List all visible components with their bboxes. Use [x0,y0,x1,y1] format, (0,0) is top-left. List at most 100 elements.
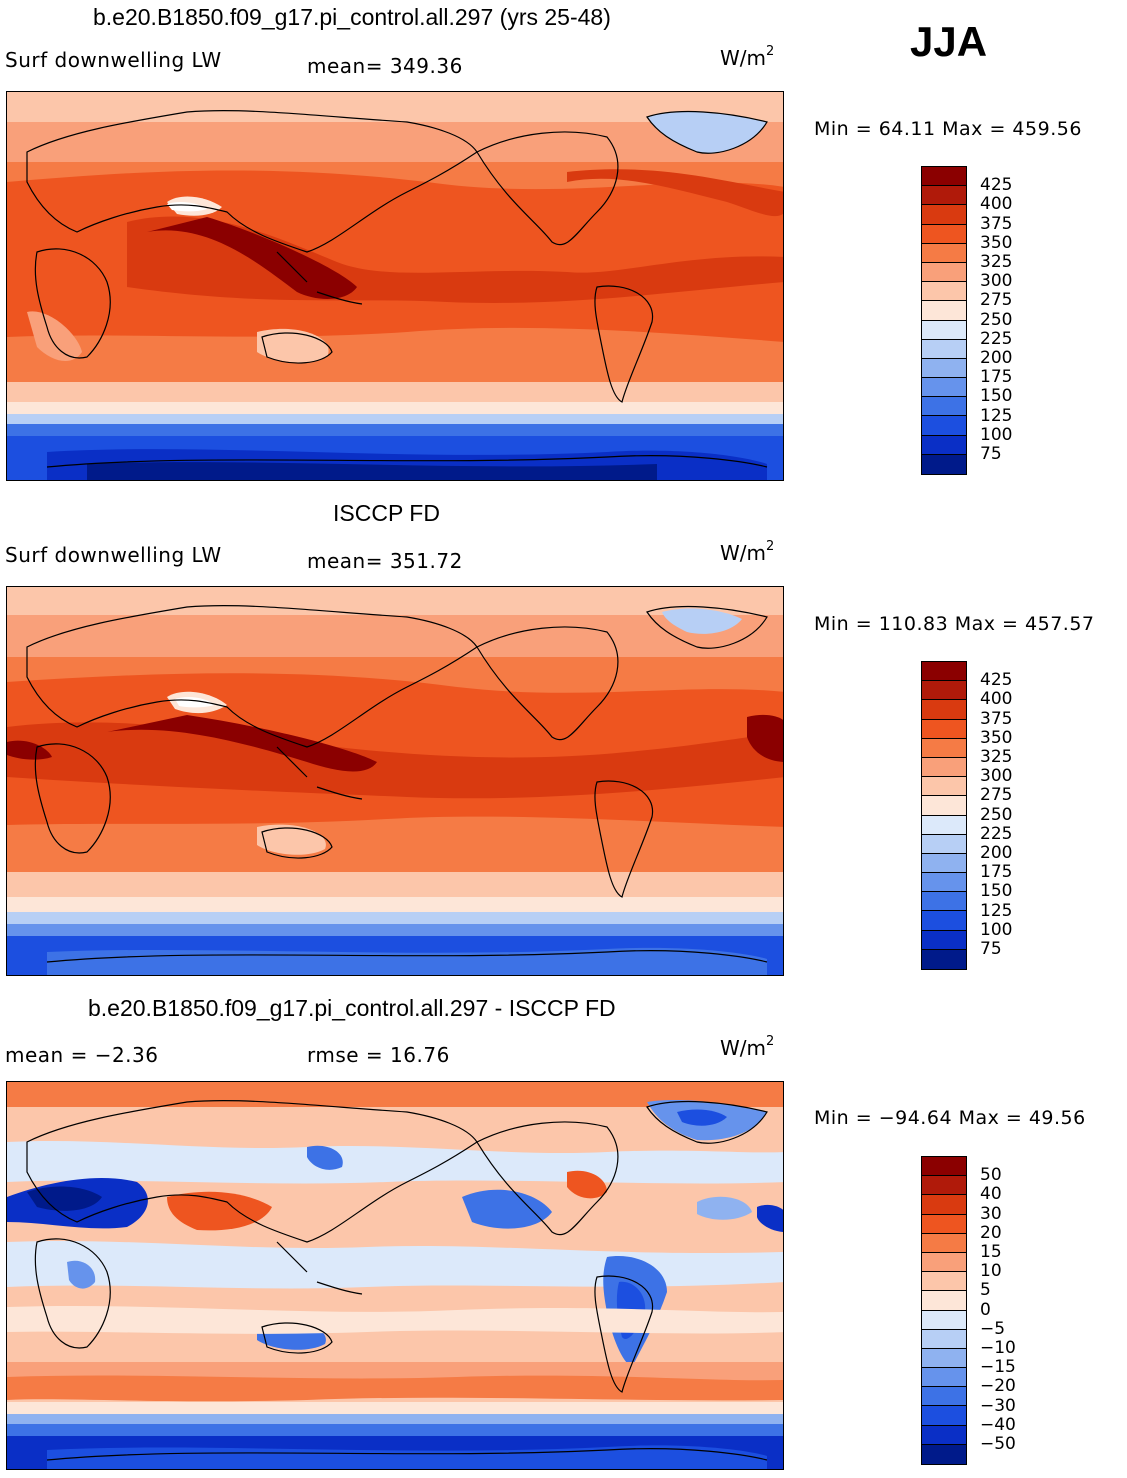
colorbar-swatch [922,205,966,225]
panel-diff-map [6,1081,784,1470]
colorbar-swatch [922,1291,966,1311]
colorbar-swatch [922,320,966,340]
colorbar-swatch [922,757,966,778]
colorbar-swatch [922,339,966,359]
colorbar-swatch [922,358,966,379]
colorbar-swatch [922,378,966,398]
colorbar-swatch [922,777,966,797]
colorbar-tick-label: 50 [980,1165,1002,1186]
colorbar-swatch [922,930,966,950]
colorbar-tick-label: 100 [980,424,1013,445]
colorbar-swatch [922,282,966,302]
panel-model-units: W/m2 [720,44,775,70]
panel-diff-title: b.e20.B1850.f09_g17.pi_control.all.297 -… [88,995,616,1021]
colorbar-swatch [922,1425,966,1445]
colorbar-tick-label: 75 [980,444,1002,464]
colorbar-tick-label: 275 [980,785,1013,806]
colorbar-swatch [922,738,966,758]
panel-obs-units: W/m2 [720,539,775,565]
colorbar-tick-label: 425 [980,175,1013,196]
season-label: JJA [910,18,988,65]
colorbar-tick-label: 250 [980,309,1013,330]
colorbar-swatch [922,1387,966,1407]
panel-obs-map [6,586,784,976]
colorbar-tick-label: 325 [980,252,1013,272]
colorbar-tick-label: −15 [980,1357,1016,1378]
colorbar-swatch [922,662,966,682]
colorbar-tick-label: 300 [980,766,1013,787]
colorbar-swatch [922,397,966,417]
colorbar-tick-label: 125 [980,405,1013,426]
colorbar-tick-label: 375 [980,708,1013,729]
colorbar-swatch [922,796,966,816]
colorbar-swatch [922,853,966,874]
colorbar-swatch [922,1329,966,1349]
colorbar-swatch [922,454,966,474]
panel-diff-colorbar [921,1156,967,1465]
colorbar-tick-label: 350 [980,232,1013,253]
colorbar-swatch [922,949,966,969]
colorbar-swatch [922,834,966,854]
panel-obs-title: ISCCP FD [333,500,440,526]
colorbar-tick-label: 40 [980,1184,1002,1205]
colorbar-swatch [922,262,966,283]
colorbar-tick-label: −50 [980,1434,1016,1454]
colorbar-swatch [922,1233,966,1253]
colorbar-swatch [922,1252,966,1273]
colorbar-swatch [922,186,966,206]
colorbar-swatch [922,700,966,720]
colorbar-swatch [922,1272,966,1292]
panel-diff-rmse: rmse = 16.76 [307,1043,450,1067]
panel-obs-minmax: Min = 110.83 Max = 457.57 [814,613,1095,635]
colorbar-swatch [922,719,966,739]
colorbar-tick-label: 350 [980,727,1013,748]
panel-model-colorbar [921,166,967,475]
colorbar-swatch [922,435,966,455]
colorbar-swatch [922,815,966,835]
colorbar-tick-label: 200 [980,348,1013,368]
colorbar-tick-label: 200 [980,843,1013,863]
colorbar-tick-label: 20 [980,1222,1002,1243]
colorbar-tick-label: −10 [980,1338,1016,1358]
colorbar-tick-label: 15 [980,1242,1002,1262]
colorbar-tick-label: 75 [980,939,1002,959]
panel-obs-colorbar [921,661,967,970]
colorbar-tick-label: 300 [980,271,1013,292]
colorbar-swatch [922,1176,966,1196]
colorbar-swatch [922,681,966,701]
colorbar-tick-label: 175 [980,367,1013,388]
colorbar-tick-label: −5 [980,1318,1006,1339]
colorbar-swatch [922,1214,966,1234]
colorbar-swatch [922,1348,966,1369]
panel-obs-mean: mean= 351.72 [307,549,463,573]
colorbar-swatch [922,911,966,931]
panel-model-minmax: Min = 64.11 Max = 459.56 [814,118,1082,140]
panel-diff-units: W/m2 [720,1034,775,1060]
panel-model-mean: mean= 349.36 [307,54,463,78]
colorbar-tick-label: 175 [980,862,1013,883]
colorbar-tick-label: 30 [980,1203,1002,1224]
colorbar-tick-label: −30 [980,1395,1016,1416]
colorbar-tick-label: 0 [980,1299,991,1320]
panel-obs-variable: Surf downwelling LW [5,543,222,567]
colorbar-tick-label: 150 [980,881,1013,902]
colorbar-tick-label: 100 [980,919,1013,940]
colorbar-tick-label: 225 [980,823,1013,844]
colorbar-tick-label: 275 [980,290,1013,311]
colorbar-swatch [922,1406,966,1426]
colorbar-swatch [922,1310,966,1330]
colorbar-swatch [922,224,966,244]
colorbar-tick-label: −20 [980,1376,1016,1397]
colorbar-swatch [922,1157,966,1177]
colorbar-tick-label: 125 [980,900,1013,921]
colorbar-swatch [922,1368,966,1388]
panel-diff-mean: mean = −2.36 [5,1043,159,1067]
colorbar-swatch [922,301,966,321]
colorbar-swatch [922,416,966,436]
colorbar-tick-label: 250 [980,804,1013,825]
colorbar-swatch [922,1444,966,1464]
colorbar-swatch [922,243,966,263]
panel-model-title: b.e20.B1850.f09_g17.pi_control.all.297 (… [93,4,611,30]
colorbar-tick-label: −40 [980,1414,1016,1435]
colorbar-tick-label: 425 [980,670,1013,691]
